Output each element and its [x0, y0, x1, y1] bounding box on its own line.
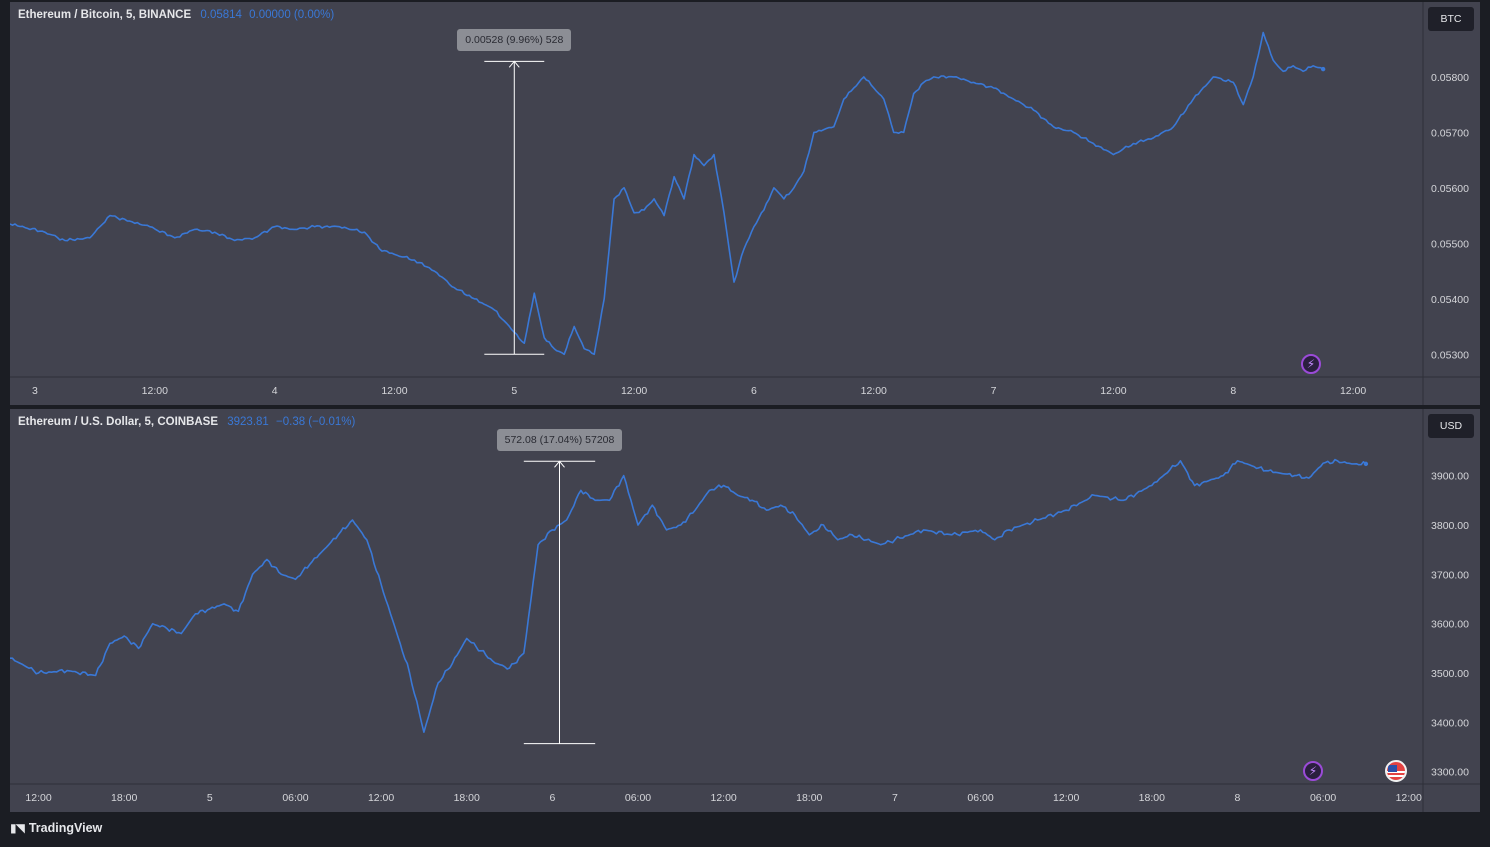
x-tick-label: 12:00 — [710, 792, 736, 804]
measure-arrow-icon — [508, 60, 520, 68]
ethusd-chart[interactable]: 4000.003900.003800.003700.003600.003500.… — [10, 409, 1480, 812]
ethbtc-measure-label[interactable]: 0.00528 (9.96%) 528 — [457, 29, 572, 52]
y-tick-label: 0.05600 — [1431, 183, 1469, 195]
x-tick-label: 06:00 — [282, 792, 308, 804]
y-tick-label: 3600.00 — [1431, 619, 1469, 631]
x-tick-label: 12:00 — [1053, 792, 1079, 804]
x-tick-label: 06:00 — [625, 792, 651, 804]
x-tick-label: 12:00 — [621, 385, 647, 397]
y-tick-label: 3400.00 — [1431, 717, 1469, 729]
price-series-line[interactable] — [10, 31, 1324, 356]
us-flag-icon[interactable] — [1385, 760, 1407, 782]
x-tick-label: 7 — [991, 385, 997, 397]
x-tick-label: 12:00 — [25, 792, 51, 804]
tradingview-brand[interactable]: ▮◥ TradingView — [10, 821, 102, 835]
price-series-line[interactable] — [10, 458, 1367, 733]
ethusd-legend: Ethereum / U.S. Dollar, 5, COINBASE 3923… — [18, 416, 355, 428]
tradingview-logo-icon: ▮◥ — [10, 821, 25, 835]
x-tick-label: 5 — [511, 385, 517, 397]
ethbtc-last-value: 0.05814 — [200, 9, 242, 21]
ethbtc-chart-pane[interactable]: 0.059000.058000.057000.056000.055000.054… — [10, 2, 1480, 405]
x-tick-label: 18:00 — [111, 792, 137, 804]
x-tick-label: 8 — [1235, 792, 1241, 804]
last-price-point — [1320, 66, 1326, 72]
x-tick-label: 7 — [892, 792, 898, 804]
x-tick-label: 12:00 — [1100, 385, 1126, 397]
ethusd-chart-pane[interactable]: 4000.003900.003800.003700.003600.003500.… — [10, 409, 1480, 812]
x-tick-label: 12:00 — [1396, 792, 1422, 804]
y-tick-label: 3500.00 — [1431, 668, 1469, 680]
x-tick-label: 12:00 — [142, 385, 168, 397]
lightning-icon[interactable]: ⚡ — [1301, 354, 1321, 374]
x-tick-label: 3 — [32, 385, 38, 397]
ethbtc-currency-badge[interactable]: BTC — [1428, 7, 1474, 31]
y-tick-label: 3800.00 — [1431, 520, 1469, 532]
x-tick-label: 6 — [549, 792, 555, 804]
ethusd-last-value: 3923.81 — [227, 416, 269, 428]
x-tick-label: 8 — [1230, 385, 1236, 397]
y-tick-label: 0.05700 — [1431, 127, 1469, 139]
ethusd-symbol-label: Ethereum / U.S. Dollar, 5, COINBASE — [18, 416, 219, 428]
ethusd-change: −0.38 (−0.01%) — [276, 416, 356, 428]
x-tick-label: 4 — [272, 385, 278, 397]
x-tick-label: 12:00 — [381, 385, 407, 397]
y-tick-label: 3900.00 — [1431, 471, 1469, 483]
x-tick-label: 12:00 — [368, 792, 394, 804]
x-tick-label: 18:00 — [454, 792, 480, 804]
x-tick-label: 06:00 — [967, 792, 993, 804]
ethbtc-chart[interactable]: 0.059000.058000.057000.056000.055000.054… — [10, 2, 1480, 405]
measure-arrow-icon — [554, 460, 565, 468]
y-tick-label: 0.05800 — [1431, 72, 1469, 84]
lightning-icon[interactable]: ⚡ — [1303, 761, 1323, 781]
ethusd-currency-badge[interactable]: USD — [1428, 414, 1474, 438]
x-tick-label: 12:00 — [1340, 385, 1366, 397]
x-tick-label: 6 — [751, 385, 757, 397]
x-tick-label: 5 — [207, 792, 213, 804]
y-tick-label: 0.05400 — [1431, 294, 1469, 306]
x-tick-label: 06:00 — [1310, 792, 1336, 804]
brand-name: TradingView — [28, 821, 103, 835]
ethbtc-change: 0.00000 (0.00%) — [249, 9, 335, 21]
ethusd-measure-label[interactable]: 572.08 (17.04%) 57208 — [496, 429, 623, 452]
last-price-point — [1363, 461, 1369, 467]
ethbtc-legend: Ethereum / Bitcoin, 5, BINANCE 0.05814 0… — [18, 9, 334, 21]
y-tick-label: 0.05300 — [1431, 349, 1469, 361]
x-tick-label: 18:00 — [796, 792, 822, 804]
ethbtc-symbol-label: Ethereum / Bitcoin, 5, BINANCE — [18, 9, 192, 21]
y-tick-label: 3300.00 — [1431, 767, 1469, 779]
y-tick-label: 3700.00 — [1431, 569, 1469, 581]
y-tick-label: 0.05500 — [1431, 238, 1469, 250]
x-tick-label: 12:00 — [861, 385, 887, 397]
x-tick-label: 18:00 — [1139, 792, 1165, 804]
